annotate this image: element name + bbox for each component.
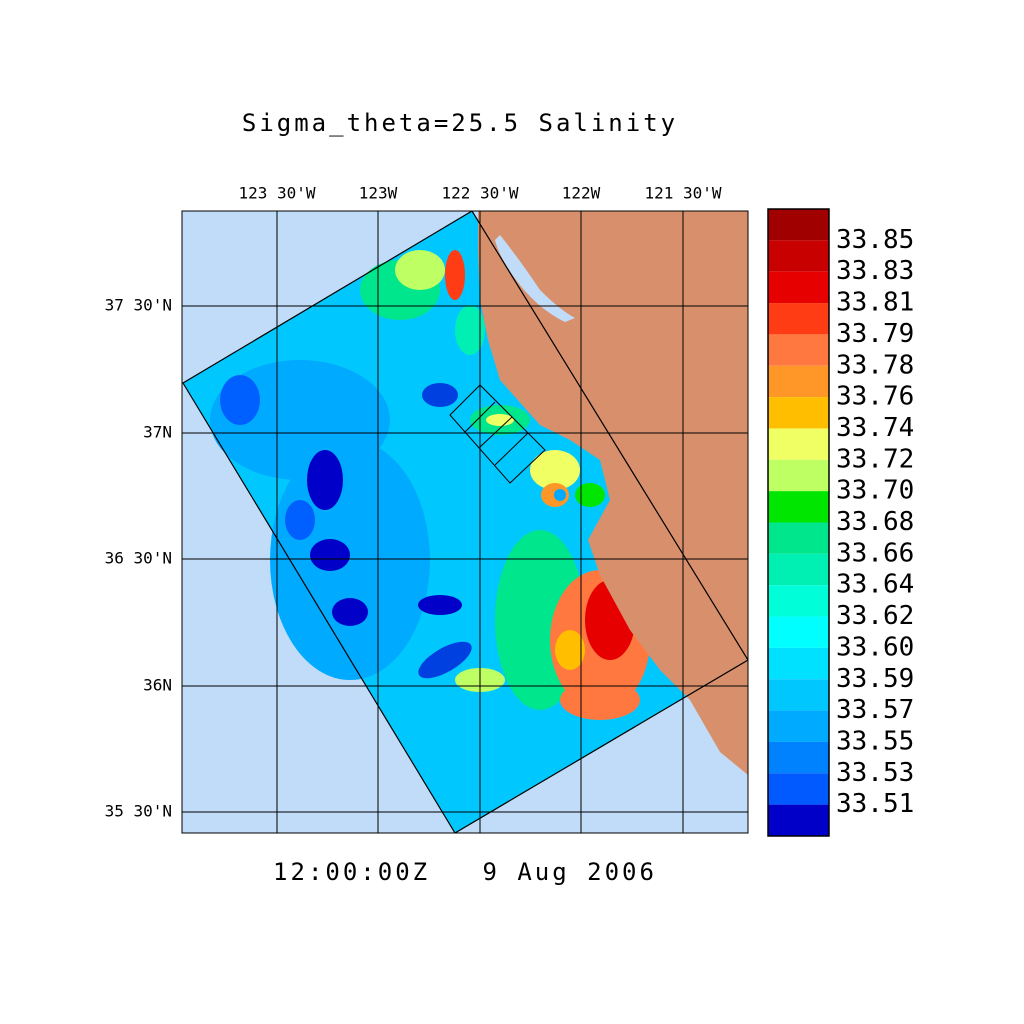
colorbar-label: 33.60 (836, 632, 914, 662)
colorbar-label: 33.68 (836, 507, 914, 537)
colorbar-box (768, 647, 829, 680)
title: Sigma_theta=25.5 Salinity (242, 109, 678, 137)
colorbar-label: 33.64 (836, 570, 914, 600)
colorbar-box (768, 365, 829, 398)
colorbar-label: 33.72 (836, 444, 914, 474)
colorbar-box (768, 710, 829, 742)
map-frame (181, 210, 749, 834)
lon-label: 121 30'W (644, 184, 721, 203)
colorbar-label: 33.76 (836, 382, 914, 412)
map (182, 211, 748, 833)
colorbar-box (768, 491, 829, 523)
colorbar-box (768, 616, 829, 648)
colorbar-label: 33.83 (836, 256, 914, 286)
colorbar-box (768, 428, 829, 460)
lon-label: 123W (359, 184, 398, 203)
colorbar-box (768, 240, 829, 272)
colorbar-label: 33.85 (836, 225, 914, 255)
lat-label: 36N (143, 676, 172, 695)
colorbar-box (768, 585, 829, 617)
lon-label: 123 30'W (238, 184, 315, 203)
colorbar-label: 33.66 (836, 538, 914, 568)
lon-label: 122 30'W (441, 184, 518, 203)
colorbar-frame (767, 208, 830, 837)
lat-label: 37 30'N (105, 296, 172, 315)
colorbar-box (768, 553, 829, 586)
timestamp: 12:00:00Z 9 Aug 2006 (273, 858, 657, 886)
colorbar-box (768, 522, 829, 554)
lon-label: 122W (562, 184, 601, 203)
colorbar-label: 33.53 (836, 758, 914, 788)
colorbar-label: 33.79 (836, 319, 914, 349)
colorbar-box (768, 679, 829, 711)
colorbar-label: 33.57 (836, 695, 914, 725)
lat-label: 37N (143, 423, 172, 442)
colorbar-box (768, 459, 829, 492)
colorbar-box (768, 397, 829, 429)
colorbar-label: 33.78 (836, 350, 914, 380)
domain-outline (182, 211, 748, 833)
land (478, 211, 748, 775)
colorbar-label: 33.74 (836, 413, 914, 443)
colorbar-label: 33.81 (836, 288, 914, 318)
bay (495, 235, 575, 322)
colorbar-label: 33.55 (836, 726, 914, 756)
colorbar-box (768, 303, 829, 335)
colorbar-label: 33.70 (836, 476, 914, 506)
lat-label: 36 30'N (105, 549, 172, 568)
colorbar-box (768, 209, 829, 241)
colorbar-label: 33.59 (836, 664, 914, 694)
colorbar-label: 33.51 (836, 789, 914, 819)
colorbar-box (768, 334, 829, 366)
colorbar-box (768, 741, 829, 774)
colorbar-label: 33.62 (836, 601, 914, 631)
colorbar-box (768, 804, 829, 836)
salinity-field (210, 250, 650, 720)
colorbar-box (768, 773, 829, 805)
lat-label: 35 30'N (105, 802, 172, 821)
colorbar-box (768, 271, 829, 304)
